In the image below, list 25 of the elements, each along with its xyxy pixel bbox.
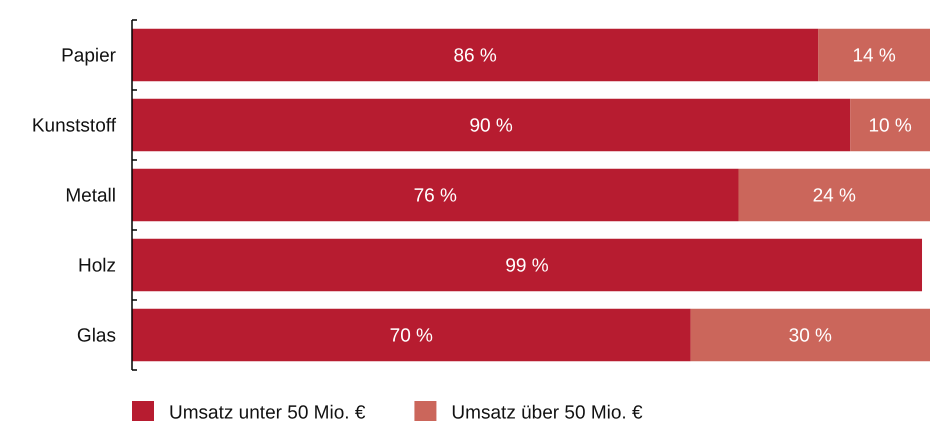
data-label: 76 % — [414, 186, 457, 207]
bar — [690, 308, 930, 362]
data-label: 86 % — [453, 46, 497, 67]
data-label: 14 % — [852, 46, 896, 67]
bar — [132, 308, 691, 362]
bar — [738, 168, 930, 222]
data-label: 90 % — [469, 116, 513, 137]
bar — [132, 98, 850, 152]
bar — [850, 98, 930, 152]
data-label: 24 % — [812, 186, 856, 207]
legend-label: Umsatz unter 50 Mio. € — [169, 402, 366, 421]
bar — [132, 168, 738, 222]
y-tick-label: Metall — [65, 186, 116, 207]
bar — [818, 28, 930, 82]
y-tick-label: Holz — [78, 256, 116, 277]
data-label: 70 % — [390, 326, 434, 347]
y-tick-label: Kunststoff — [32, 116, 117, 137]
data-label: 99 % — [505, 256, 549, 277]
data-label: 10 % — [868, 116, 912, 137]
y-tick-label: Papier — [61, 46, 117, 67]
y-tick-label: Glas — [76, 326, 116, 347]
data-label: 30 % — [788, 326, 832, 347]
legend-label: Umsatz über 50 Mio. € — [451, 402, 643, 421]
bar — [132, 28, 818, 82]
bar — [132, 238, 922, 292]
